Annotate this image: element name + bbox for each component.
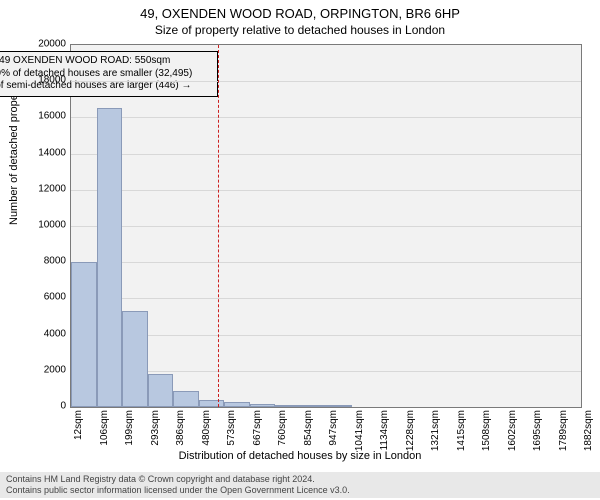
chart-plot-area: 49 OXENDEN WOOD ROAD: 550sqm ← 99% of de… xyxy=(70,44,582,408)
y-tick-label: 2000 xyxy=(26,364,66,375)
x-tick-label: 1228sqm xyxy=(405,410,416,451)
histogram-bar xyxy=(224,402,250,407)
page-title: 49, OXENDEN WOOD ROAD, ORPINGTON, BR6 6H… xyxy=(0,0,600,21)
x-tick-label: 480sqm xyxy=(201,410,212,446)
y-tick-label: 16000 xyxy=(26,111,66,122)
histogram-bar xyxy=(173,391,199,407)
x-tick-label: 1508sqm xyxy=(481,410,492,451)
annotation-line-1: 49 OXENDEN WOOD ROAD: 550sqm xyxy=(0,55,211,68)
histogram-bar xyxy=(71,262,97,407)
footer-line-1: Contains HM Land Registry data © Crown c… xyxy=(6,474,594,485)
footer-line-2: Contains public sector information licen… xyxy=(6,485,594,496)
x-tick-label: 1882sqm xyxy=(583,410,594,451)
gridline xyxy=(71,81,581,82)
histogram-bar xyxy=(275,405,301,407)
x-tick-label: 760sqm xyxy=(277,410,288,446)
histogram-bar xyxy=(250,404,275,407)
x-tick-label: 947sqm xyxy=(328,410,339,446)
gridline xyxy=(71,298,581,299)
x-tick-label: 1041sqm xyxy=(354,410,365,451)
chart-container: 49, OXENDEN WOOD ROAD, ORPINGTON, BR6 6H… xyxy=(0,0,600,500)
y-tick-label: 14000 xyxy=(26,147,66,158)
x-tick-label: 106sqm xyxy=(99,410,110,446)
gridline xyxy=(71,190,581,191)
footer: Contains HM Land Registry data © Crown c… xyxy=(0,472,600,498)
x-tick-label: 1321sqm xyxy=(430,410,441,451)
y-tick-label: 18000 xyxy=(26,75,66,86)
x-tick-label: 1415sqm xyxy=(456,410,467,451)
x-tick-label: 199sqm xyxy=(124,410,135,446)
y-tick-label: 20000 xyxy=(26,39,66,50)
x-tick-label: 573sqm xyxy=(226,410,237,446)
gridline xyxy=(71,226,581,227)
gridline xyxy=(71,262,581,263)
x-tick-label: 667sqm xyxy=(252,410,263,446)
histogram-bar xyxy=(326,405,352,407)
y-tick-label: 8000 xyxy=(26,256,66,267)
marker-line xyxy=(218,45,219,407)
histogram-bar xyxy=(148,374,173,407)
x-tick-label: 1602sqm xyxy=(507,410,518,451)
y-tick-label: 12000 xyxy=(26,183,66,194)
gridline xyxy=(71,117,581,118)
x-tick-label: 386sqm xyxy=(175,410,186,446)
y-tick-label: 4000 xyxy=(26,328,66,339)
x-tick-label: 854sqm xyxy=(303,410,314,446)
x-tick-label: 293sqm xyxy=(150,410,161,446)
page-subtitle: Size of property relative to detached ho… xyxy=(0,21,600,37)
y-tick-label: 10000 xyxy=(26,220,66,231)
histogram-bar xyxy=(122,311,148,407)
histogram-bar xyxy=(97,108,122,407)
histogram-bar xyxy=(301,405,326,407)
x-tick-label: 1789sqm xyxy=(558,410,569,451)
histogram-bar xyxy=(199,400,224,407)
y-tick-label: 6000 xyxy=(26,292,66,303)
x-tick-label: 12sqm xyxy=(73,410,84,440)
x-tick-label: 1695sqm xyxy=(532,410,543,451)
y-tick-label: 0 xyxy=(26,401,66,412)
x-axis-label: Distribution of detached houses by size … xyxy=(0,450,600,462)
x-tick-label: 1134sqm xyxy=(379,410,390,450)
gridline xyxy=(71,154,581,155)
